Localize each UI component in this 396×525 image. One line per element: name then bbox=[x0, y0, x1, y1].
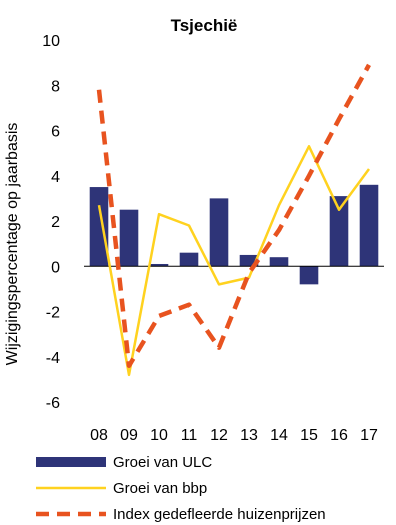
chart-title: Tsjechië bbox=[171, 16, 238, 35]
y-tick-label: 8 bbox=[51, 78, 60, 95]
bar bbox=[210, 198, 229, 266]
y-tick-label: 0 bbox=[51, 259, 60, 276]
legend-label: Groei van bbp bbox=[113, 480, 207, 497]
y-axis-label: Wijzigingspercentage op jaarbasis bbox=[4, 123, 21, 366]
gdp-growth-line bbox=[99, 146, 369, 375]
bar bbox=[330, 196, 349, 266]
y-tick-labels: 10 8 6 4 2 0 -2 -4 -6 bbox=[42, 33, 60, 412]
y-tick-label: -2 bbox=[46, 305, 60, 322]
x-tick-label: 14 bbox=[270, 427, 288, 444]
bar bbox=[120, 210, 139, 267]
line-series bbox=[99, 65, 369, 375]
legend-label: Index gedefleerde huizenprijzen bbox=[113, 506, 326, 523]
bar bbox=[90, 187, 109, 266]
x-tick-label: 13 bbox=[240, 427, 258, 444]
legend-item: Groei van bbp bbox=[36, 480, 207, 497]
legend-label: Groei van ULC bbox=[113, 454, 212, 471]
bar bbox=[270, 257, 289, 266]
bar bbox=[300, 266, 319, 284]
legend: Groei van ULC Groei van bbp Index gedeflee… bbox=[36, 454, 326, 523]
y-tick-label: 6 bbox=[51, 124, 60, 141]
legend-item: Groei van ULC bbox=[36, 454, 212, 471]
y-tick-label: 2 bbox=[51, 214, 60, 231]
x-tick-label: 17 bbox=[360, 427, 378, 444]
y-tick-label: -4 bbox=[46, 350, 60, 367]
bar bbox=[360, 185, 379, 266]
x-tick-label: 08 bbox=[90, 427, 108, 444]
x-tick-label: 12 bbox=[210, 427, 228, 444]
x-tick-label: 10 bbox=[150, 427, 168, 444]
x-tick-label: 09 bbox=[120, 427, 138, 444]
y-tick-label: -6 bbox=[46, 395, 60, 412]
legend-swatch-bar bbox=[36, 457, 106, 467]
x-tick-label: 11 bbox=[181, 427, 198, 444]
y-tick-label: 10 bbox=[42, 33, 60, 50]
legend-item: Index gedefleerde huizenprijzen bbox=[36, 506, 326, 523]
x-tick-label: 16 bbox=[330, 427, 348, 444]
bar bbox=[180, 253, 199, 267]
x-tick-label: 15 bbox=[300, 427, 318, 444]
y-tick-label: 4 bbox=[51, 169, 60, 186]
x-tick-labels: 08 09 10 11 12 13 14 15 16 17 bbox=[90, 427, 378, 444]
